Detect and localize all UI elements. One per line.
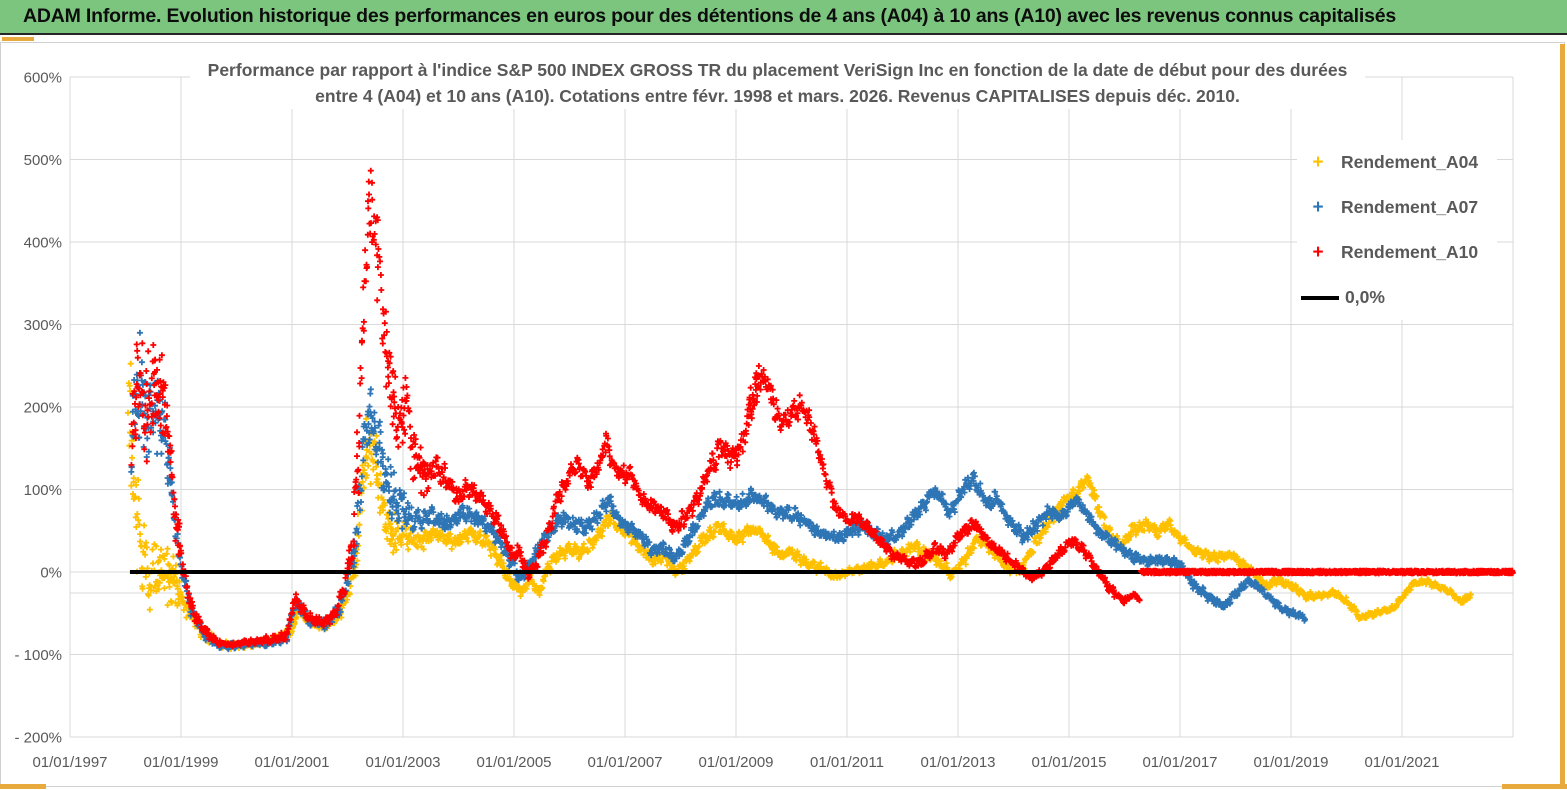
- svg-text:600%: 600%: [24, 70, 62, 87]
- svg-text:01/01/2021: 01/01/2021: [1364, 754, 1439, 771]
- series-rendement_a07: [128, 329, 1308, 653]
- chart-legend: + Rendement_A04 + Rendement_A07 + Rendem…: [1297, 140, 1497, 320]
- svg-text:100%: 100%: [24, 482, 62, 499]
- svg-text:01/01/2013: 01/01/2013: [920, 754, 995, 771]
- legend-item-zero-line[interactable]: 0,0%: [1297, 275, 1497, 320]
- svg-text:01/01/1999: 01/01/1999: [143, 754, 218, 771]
- svg-text:01/01/2015: 01/01/2015: [1031, 754, 1106, 771]
- gold-border-bottom-left: [0, 784, 46, 789]
- chart-title: Performance par rapport à l'indice S&P 5…: [190, 57, 1365, 109]
- svg-text:0%: 0%: [40, 565, 62, 582]
- svg-text:- 100%: - 100%: [14, 647, 62, 664]
- legend-label: 0,0%: [1345, 287, 1385, 307]
- chart-title-line2: entre 4 (A04) et 10 ans (A10). Cotations…: [315, 86, 1240, 106]
- header-bar: ADAM Informe. Evolution historique des p…: [0, 0, 1567, 35]
- svg-text:01/01/2003: 01/01/2003: [365, 754, 440, 771]
- legend-item-rendement-a10[interactable]: + Rendement_A10: [1297, 230, 1497, 275]
- svg-text:- 200%: - 200%: [14, 730, 62, 747]
- chart-title-line1: Performance par rapport à l'indice S&P 5…: [207, 60, 1348, 80]
- plus-marker-icon: +: [1312, 242, 1324, 263]
- svg-text:400%: 400%: [24, 235, 62, 252]
- legend-label: Rendement_A07: [1341, 197, 1479, 217]
- svg-text:01/01/2001: 01/01/2001: [254, 754, 329, 771]
- svg-text:01/01/2007: 01/01/2007: [587, 754, 662, 771]
- svg-text:01/01/2005: 01/01/2005: [476, 754, 551, 771]
- svg-text:500%: 500%: [24, 152, 62, 169]
- gold-border-right: [1560, 44, 1565, 788]
- y-axis-labels: 600% 500% 400% 300% 200% 100% 0% - 100% - 200%: [14, 70, 62, 747]
- svg-text:01/01/2011: 01/01/2011: [810, 754, 884, 771]
- legend-label: Rendement_A10: [1341, 242, 1479, 262]
- legend-label: Rendement_A04: [1341, 152, 1479, 172]
- series-rendement_a10: [128, 167, 1143, 650]
- legend-item-rendement-a04[interactable]: + Rendement_A04: [1297, 140, 1497, 185]
- svg-text:01/01/1997: 01/01/1997: [32, 754, 107, 771]
- plus-marker-icon: +: [1312, 197, 1324, 218]
- svg-text:01/01/2019: 01/01/2019: [1253, 754, 1328, 771]
- svg-text:300%: 300%: [24, 317, 62, 334]
- a10-flat-zero-markers: [1138, 567, 1516, 577]
- gold-border-bottom-right: [1502, 784, 1567, 789]
- header-title: ADAM Informe. Evolution historique des p…: [23, 5, 1397, 27]
- zero-line-swatch-icon: [1301, 295, 1339, 300]
- svg-text:01/01/2009: 01/01/2009: [698, 754, 773, 771]
- svg-text:200%: 200%: [24, 400, 62, 417]
- legend-item-rendement-a07[interactable]: + Rendement_A07: [1297, 185, 1497, 230]
- svg-text:01/01/2017: 01/01/2017: [1142, 754, 1217, 771]
- plus-marker-icon: +: [1312, 152, 1324, 173]
- x-axis-labels: 01/01/1997 01/01/1999 01/01/2001 01/01/2003…: [32, 754, 1439, 771]
- gridlines: [69, 76, 1514, 738]
- gold-border-top-left: [2, 37, 34, 41]
